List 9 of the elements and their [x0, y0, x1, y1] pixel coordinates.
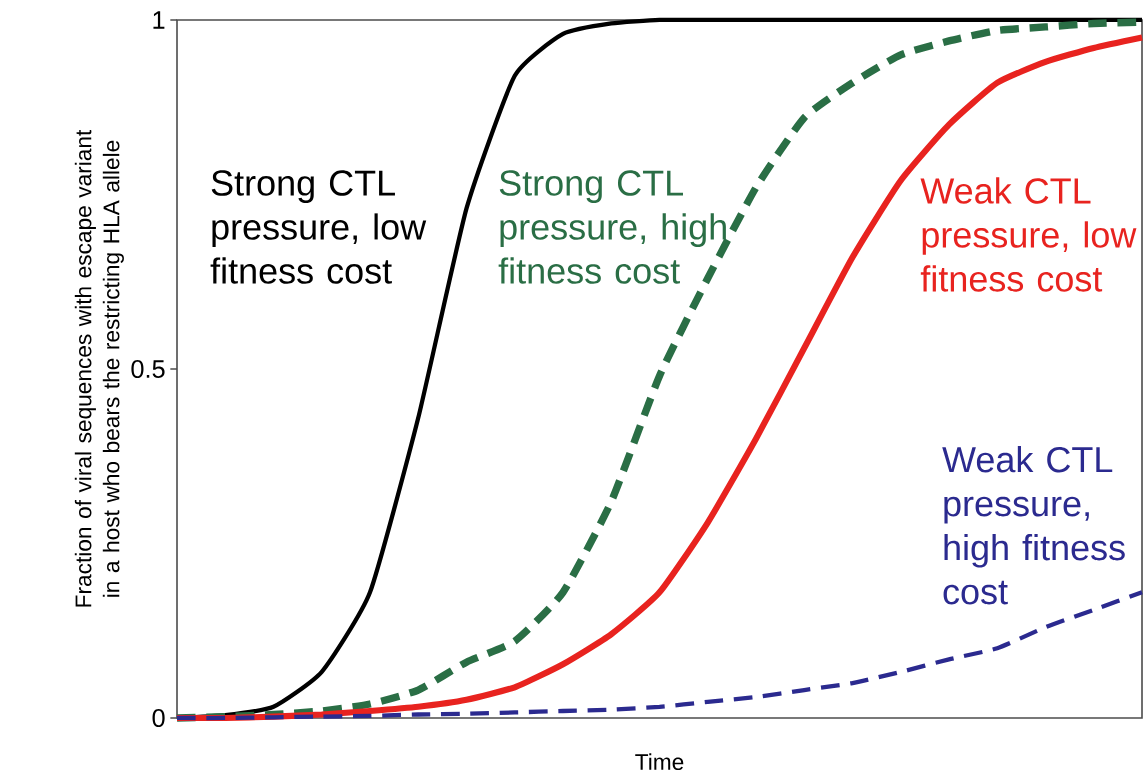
y-axis-title: Fraction of viral sequences with escape variant in a host who bears the restricting HLA allele: [74, 129, 124, 607]
y-tick-label: 0: [152, 709, 165, 727]
series-label: Strong CTL pressure, low fitness cost: [210, 170, 427, 284]
series-label: Strong CTL pressure, high fitness cost: [498, 170, 726, 284]
y-tick-label: 0.5: [131, 360, 165, 378]
series-label: Weak CTL pressure, low fitness cost: [920, 177, 1137, 292]
series-label: Weak CTL pressure, high fitness cost: [942, 446, 1125, 605]
x-axis-title: Time: [635, 753, 684, 771]
y-tick-label: 1: [153, 11, 165, 29]
